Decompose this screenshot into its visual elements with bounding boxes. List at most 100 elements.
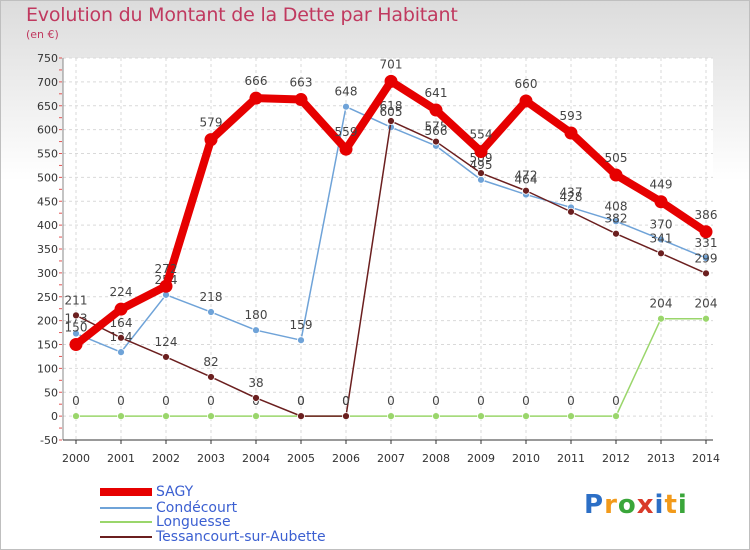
data-point xyxy=(609,168,623,182)
data-label: 437 xyxy=(560,185,583,199)
data-label: 449 xyxy=(650,178,673,192)
data-label: 579 xyxy=(200,116,223,130)
data-point xyxy=(294,93,308,107)
data-point xyxy=(297,412,305,421)
data-point xyxy=(567,412,575,421)
data-label: 0 xyxy=(297,394,305,408)
data-label: 370 xyxy=(650,217,673,231)
data-point xyxy=(477,412,485,421)
data-point xyxy=(162,353,170,361)
y-tick-label: 450 xyxy=(37,195,58,208)
data-point xyxy=(342,102,350,111)
x-tick-label: 2000 xyxy=(62,452,90,465)
series-longuesse: 0000000000000204204 xyxy=(72,297,718,421)
data-label: 566 xyxy=(425,124,448,138)
data-point xyxy=(114,302,128,316)
data-point xyxy=(657,314,665,323)
data-point xyxy=(522,412,530,421)
data-label: 618 xyxy=(380,99,403,113)
data-label: 660 xyxy=(515,77,538,91)
data-point xyxy=(252,394,260,402)
x-tick-label: 2002 xyxy=(152,452,180,465)
chart-title: Evolution du Montant de la Dette par Hab… xyxy=(26,4,458,26)
data-label: 0 xyxy=(207,394,215,408)
y-tick-label: 250 xyxy=(37,291,58,304)
data-label: 299 xyxy=(695,251,718,265)
x-tick-label: 2013 xyxy=(647,452,675,465)
data-label: 204 xyxy=(695,297,718,311)
data-label: 0 xyxy=(432,394,440,408)
y-tick-label: 550 xyxy=(37,148,58,161)
data-label: 575 xyxy=(425,120,448,134)
data-label: 593 xyxy=(560,109,583,123)
data-label: 0 xyxy=(522,394,530,408)
data-point xyxy=(474,145,488,159)
data-label: 164 xyxy=(110,316,133,330)
data-point xyxy=(297,336,305,345)
y-tick-label: 400 xyxy=(37,219,58,232)
y-unit-label: (en €) xyxy=(26,28,59,41)
legend-label-sagy: SAGY xyxy=(156,484,194,500)
x-tick-label: 2005 xyxy=(287,452,315,465)
data-point xyxy=(564,126,578,140)
data-point xyxy=(432,412,440,421)
y-tick-label: 350 xyxy=(37,243,58,256)
data-label: 0 xyxy=(342,394,350,408)
data-point xyxy=(249,91,263,105)
data-label: 666 xyxy=(245,74,268,88)
data-point xyxy=(342,412,350,421)
data-label: 341 xyxy=(650,231,673,245)
data-label: 0 xyxy=(342,394,350,408)
y-tick-label: 0 xyxy=(51,410,58,423)
data-point xyxy=(702,314,710,323)
legend-label-tessancourt: Tessancourt-sur-Aubette xyxy=(156,529,326,545)
data-label: 159 xyxy=(290,318,313,332)
data-point xyxy=(432,137,440,146)
y-tick-label: 500 xyxy=(37,171,58,184)
data-label: 605 xyxy=(380,105,403,119)
data-point xyxy=(252,412,260,421)
data-label: 82 xyxy=(203,355,218,369)
data-label: 204 xyxy=(650,297,673,311)
y-tick-label: 700 xyxy=(37,76,58,89)
legend-swatch-tessancourt xyxy=(100,536,152,538)
data-label: 428 xyxy=(560,190,583,204)
legend-label-longuesse: Longuesse xyxy=(156,514,231,530)
data-point xyxy=(207,373,215,381)
legend-swatch-sagy xyxy=(100,488,152,496)
y-tick-label: 100 xyxy=(37,362,58,375)
y-tick-label: 50 xyxy=(44,386,58,399)
x-tick-label: 2001 xyxy=(107,452,135,465)
y-tick-label: 300 xyxy=(37,267,58,280)
y-tick-label: 750 xyxy=(37,52,58,65)
data-point xyxy=(207,308,215,316)
data-label: 38 xyxy=(248,376,263,390)
legend-swatch-longuesse xyxy=(100,521,152,523)
data-point xyxy=(387,412,395,421)
x-tick-label: 2011 xyxy=(557,452,585,465)
data-point xyxy=(657,235,665,244)
x-tick-label: 2010 xyxy=(512,452,540,465)
data-point xyxy=(339,142,353,156)
data-point xyxy=(654,195,668,209)
data-point xyxy=(429,103,443,117)
data-point xyxy=(252,326,260,335)
data-point xyxy=(159,279,173,293)
x-tick-label: 2012 xyxy=(602,452,630,465)
y-tick-label: 200 xyxy=(37,315,58,328)
data-point xyxy=(117,333,125,342)
legend-label-condecourt: Condécourt xyxy=(156,500,238,516)
data-label: 701 xyxy=(380,57,403,71)
data-label: 180 xyxy=(245,308,268,322)
x-tick-label: 2009 xyxy=(467,452,495,465)
data-point xyxy=(72,329,80,338)
data-label: 554 xyxy=(470,128,493,142)
x-tick-label: 2004 xyxy=(242,452,270,465)
data-point xyxy=(72,311,80,320)
data-point xyxy=(69,338,83,351)
data-label: 663 xyxy=(290,76,313,90)
legend-swatch-condecourt xyxy=(100,507,152,509)
data-label: 382 xyxy=(605,212,628,226)
data-point xyxy=(702,269,710,278)
